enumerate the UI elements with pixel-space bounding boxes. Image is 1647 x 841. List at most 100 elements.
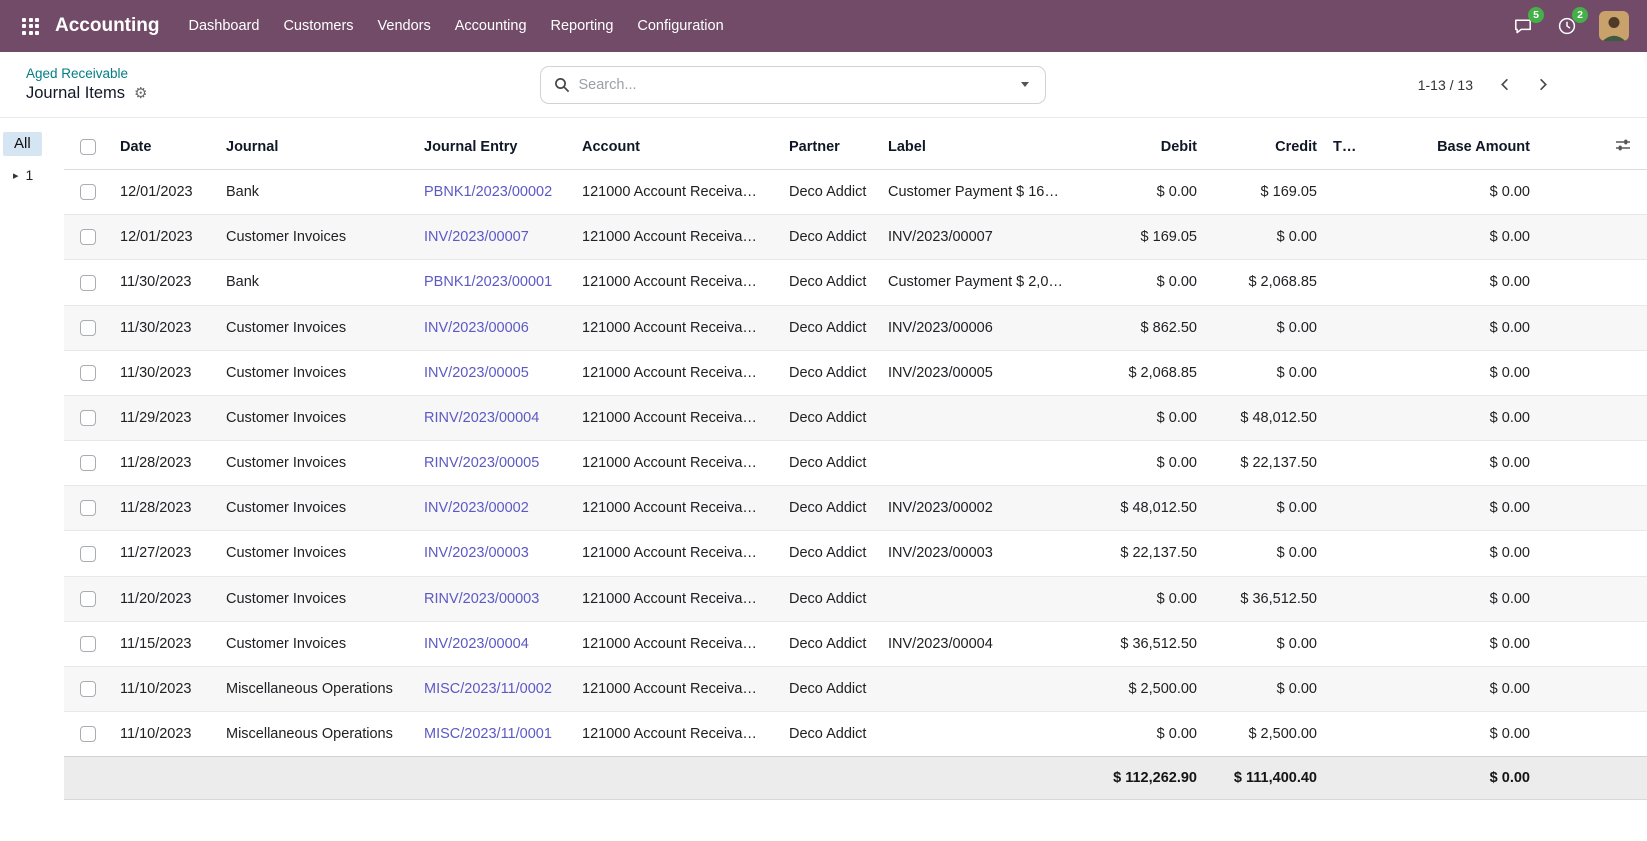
cell-journal-entry-link[interactable]: INV/2023/00005 [416,350,574,395]
cell-journal-entry-link[interactable]: PBNK1/2023/00001 [416,260,574,305]
column-header-journal[interactable]: Journal [218,124,416,170]
app-name[interactable]: Accounting [55,15,160,37]
search-dropdown-toggle[interactable] [1013,76,1037,93]
pager-next-button[interactable] [1526,72,1559,97]
column-header-date[interactable]: Date [112,124,218,170]
select-all-checkbox[interactable] [80,139,96,155]
filter-group-1[interactable]: ▸ 1 [0,156,64,183]
table-row[interactable]: 12/01/2023 Bank PBNK1/2023/00002 121000 … [64,170,1647,215]
cell-journal-entry-link[interactable]: PBNK1/2023/00002 [416,170,574,215]
table-row[interactable]: 11/28/2023 Customer Invoices RINV/2023/0… [64,441,1647,486]
cell-partner: Deco Addict [781,486,880,531]
breadcrumb-aged-receivable[interactable]: Aged Receivable [26,66,128,81]
column-header-label[interactable]: Label [880,124,1089,170]
cell-date: 11/20/2023 [112,576,218,621]
cell-journal-entry-link[interactable]: RINV/2023/00005 [416,441,574,486]
table-row[interactable]: 11/20/2023 Customer Invoices RINV/2023/0… [64,576,1647,621]
breadcrumb: Aged Receivable Journal Items ⚙ [0,66,540,103]
cell-partner: Deco Addict [781,395,880,440]
table-row[interactable]: 11/10/2023 Miscellaneous Operations MISC… [64,712,1647,757]
column-header-journal-entry[interactable]: Journal Entry [416,124,574,170]
search-input[interactable] [579,67,1004,103]
table-row[interactable]: 11/27/2023 Customer Invoices INV/2023/00… [64,531,1647,576]
cell-label [880,666,1089,711]
toggle-columns-button[interactable] [1613,135,1633,158]
total-base-amount: $ 0.00 [1375,757,1538,800]
cell-journal: Customer Invoices [218,395,416,440]
row-checkbox[interactable] [80,591,96,607]
cell-tax [1325,666,1375,711]
cell-partner: Deco Addict [781,576,880,621]
cell-account: 121000 Account Receiva… [574,441,781,486]
table-row[interactable]: 11/15/2023 Customer Invoices INV/2023/00… [64,621,1647,666]
cell-label: INV/2023/00002 [880,486,1089,531]
table-row[interactable]: 11/30/2023 Customer Invoices INV/2023/00… [64,350,1647,395]
menu-item-accounting[interactable]: Accounting [446,11,536,41]
column-header-partner[interactable]: Partner [781,124,880,170]
table-row[interactable]: 11/30/2023 Bank PBNK1/2023/00001 121000 … [64,260,1647,305]
cell-journal-entry-link[interactable]: MISC/2023/11/0002 [416,666,574,711]
table-header-row: Date Journal Journal Entry Account Partn… [64,124,1647,170]
cell-journal: Customer Invoices [218,441,416,486]
column-header-account[interactable]: Account [574,124,781,170]
row-checkbox[interactable] [80,546,96,562]
row-checkbox-cell [64,712,112,757]
activities-button[interactable]: 2 [1553,12,1581,40]
cell-journal-entry-link[interactable]: INV/2023/00003 [416,531,574,576]
cell-journal-entry-link[interactable]: INV/2023/00004 [416,621,574,666]
column-header-debit[interactable]: Debit [1089,124,1205,170]
total-debit: $ 112,262.90 [1089,757,1205,800]
apps-menu-button[interactable] [14,10,47,43]
table-row[interactable]: 11/10/2023 Miscellaneous Operations MISC… [64,666,1647,711]
menu-item-reporting[interactable]: Reporting [542,11,623,41]
cell-end [1538,621,1647,666]
cell-date: 11/15/2023 [112,621,218,666]
cell-journal-entry-link[interactable]: INV/2023/00002 [416,486,574,531]
messages-button[interactable]: 5 [1509,12,1537,40]
row-checkbox[interactable] [80,184,96,200]
cell-account: 121000 Account Receiva… [574,621,781,666]
cell-end [1538,170,1647,215]
pager-range[interactable]: 1-13 / 13 [1418,77,1473,93]
cell-date: 11/30/2023 [112,305,218,350]
row-checkbox[interactable] [80,455,96,471]
cell-label: INV/2023/00007 [880,215,1089,260]
cell-journal-entry-link[interactable]: INV/2023/00006 [416,305,574,350]
cell-journal: Miscellaneous Operations [218,712,416,757]
cell-journal-entry-link[interactable]: RINV/2023/00004 [416,395,574,440]
cell-journal-entry-link[interactable]: RINV/2023/00003 [416,576,574,621]
cell-label [880,712,1089,757]
filter-all[interactable]: All [3,132,42,156]
cell-tax [1325,621,1375,666]
column-header-taxes[interactable]: T… [1325,124,1375,170]
table-row[interactable]: 11/29/2023 Customer Invoices RINV/2023/0… [64,395,1647,440]
row-checkbox[interactable] [80,275,96,291]
row-checkbox[interactable] [80,681,96,697]
menu-item-vendors[interactable]: Vendors [369,11,440,41]
menu-item-dashboard[interactable]: Dashboard [180,11,269,41]
user-avatar[interactable] [1599,11,1629,41]
cell-credit: $ 0.00 [1205,215,1325,260]
row-checkbox[interactable] [80,229,96,245]
row-checkbox[interactable] [80,365,96,381]
menu-item-configuration[interactable]: Configuration [628,11,732,41]
row-checkbox[interactable] [80,726,96,742]
row-checkbox[interactable] [80,500,96,516]
column-header-base-amount[interactable]: Base Amount [1375,124,1538,170]
chevron-down-icon [1021,82,1029,87]
cell-credit: $ 48,012.50 [1205,395,1325,440]
menu-item-customers[interactable]: Customers [274,11,362,41]
table-row[interactable]: 11/28/2023 Customer Invoices INV/2023/00… [64,486,1647,531]
row-checkbox[interactable] [80,636,96,652]
cell-journal-entry-link[interactable]: INV/2023/00007 [416,215,574,260]
cell-partner: Deco Addict [781,621,880,666]
row-checkbox[interactable] [80,320,96,336]
pager-previous-button[interactable] [1489,72,1522,97]
column-header-credit[interactable]: Credit [1205,124,1325,170]
table-row[interactable]: 12/01/2023 Customer Invoices INV/2023/00… [64,215,1647,260]
cell-journal-entry-link[interactable]: MISC/2023/11/0001 [416,712,574,757]
cell-label: Customer Payment $ 16… [880,170,1089,215]
table-row[interactable]: 11/30/2023 Customer Invoices INV/2023/00… [64,305,1647,350]
settings-gear-icon[interactable]: ⚙ [134,86,147,101]
row-checkbox[interactable] [80,410,96,426]
